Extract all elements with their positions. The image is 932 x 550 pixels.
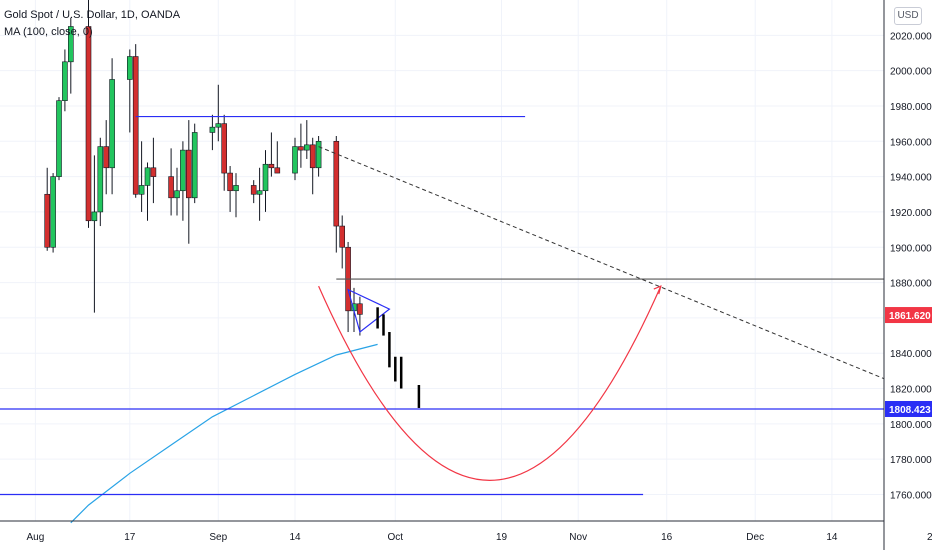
candle-up — [50, 176, 56, 248]
candle-up — [138, 185, 145, 195]
price-tick-label: 1880.000 — [890, 279, 932, 290]
candle-down — [268, 163, 275, 169]
time-tick-label: 14 — [826, 532, 838, 543]
dashed-trendline — [318, 146, 885, 380]
candle-down — [44, 193, 51, 248]
price-tick-label: 1840.000 — [890, 349, 932, 360]
candle-up — [144, 167, 151, 186]
time-tick-label: Oct — [388, 532, 404, 543]
candle-up — [91, 211, 98, 222]
candle-down — [150, 167, 157, 177]
candle-up — [303, 144, 310, 151]
candle-down — [309, 144, 316, 169]
candle-up — [56, 100, 62, 177]
grid-layer — [0, 0, 884, 521]
candle-down — [85, 26, 92, 222]
time-tick-label: Aug — [27, 532, 45, 543]
price-label-text: 1861.620 — [889, 311, 931, 322]
price-tick-label: 1940.000 — [890, 173, 932, 184]
candle-up — [315, 140, 322, 169]
price-tick-label: 1780.000 — [890, 455, 932, 466]
candle-down — [227, 172, 233, 192]
price-tick-label: 1820.000 — [890, 385, 932, 396]
candle-down — [357, 303, 363, 315]
ma-line — [70, 343, 378, 524]
candle-up — [233, 185, 239, 192]
ma-indicator-title: MA (100, close, 0) — [4, 26, 93, 38]
candle-up — [97, 146, 104, 213]
candle-up — [209, 126, 216, 133]
candle-down — [339, 225, 346, 248]
time-tick-label: Dec — [746, 532, 764, 543]
time-tick-label: 17 — [124, 532, 136, 543]
candle-down — [186, 149, 192, 199]
candle-down — [333, 140, 340, 227]
candle-up — [180, 149, 186, 192]
price-tick-label: 1900.000 — [890, 243, 932, 254]
moving-average-layer — [70, 343, 378, 524]
drawings-layer — [0, 115, 885, 496]
candle-up — [256, 190, 263, 195]
candle-up — [262, 163, 269, 192]
price-tick-label: 1960.000 — [890, 137, 932, 148]
price-tick-label: 1760.000 — [890, 491, 932, 502]
symbol-title: Gold Spot / U.S. Dollar, 1D, OANDA — [4, 9, 181, 21]
time-tick-label: Sep — [209, 532, 227, 543]
candles-layer — [44, 0, 363, 336]
candle-down — [250, 185, 257, 195]
price-tick-label: 1920.000 — [890, 208, 932, 219]
candle-down — [221, 123, 227, 174]
price-label-text: 1808.423 — [889, 405, 931, 416]
candle-up — [174, 190, 180, 199]
projection-curve — [318, 285, 662, 481]
candle-down — [132, 56, 139, 195]
price-label-box — [885, 400, 932, 417]
price-axis[interactable]: 1760.000 1780.000 1800.000 1820.000 1840.000… — [883, 0, 932, 550]
price-tick-label: 2020.000 — [890, 31, 932, 42]
projection-arrowhead — [653, 285, 662, 295]
candle-up — [215, 123, 222, 128]
chart-legend: Gold Spot / U.S. Dollar, 1D, OANDA MA (1… — [4, 7, 180, 41]
candle-up — [68, 26, 74, 63]
candle-down — [103, 146, 109, 169]
time-tick-label: Nov — [569, 532, 587, 543]
candle-up — [191, 132, 198, 199]
currency-button[interactable]: USD — [894, 7, 922, 25]
time-axis[interactable]: Aug 17 Sep 14 Oct 19 Nov 16 Dec 14 2021 — [0, 520, 932, 543]
price-tick-label: 1980.000 — [890, 102, 932, 113]
price-tick-label: 1800.000 — [890, 420, 932, 431]
time-tick-label: 19 — [496, 532, 508, 543]
candle-up — [127, 56, 133, 80]
price-tick-label: 2000.000 — [890, 67, 932, 78]
candle-down — [168, 176, 174, 199]
time-tick-label: 2021 — [927, 532, 932, 543]
candle-down — [298, 146, 304, 151]
candle-up — [109, 79, 115, 169]
candle-down — [274, 167, 281, 174]
candle-up — [62, 61, 68, 101]
time-tick-label: 14 — [289, 532, 301, 543]
time-tick-label: 16 — [661, 532, 673, 543]
candle-up — [292, 146, 298, 174]
price-label-box — [885, 307, 932, 324]
triangle-pattern — [347, 288, 391, 334]
